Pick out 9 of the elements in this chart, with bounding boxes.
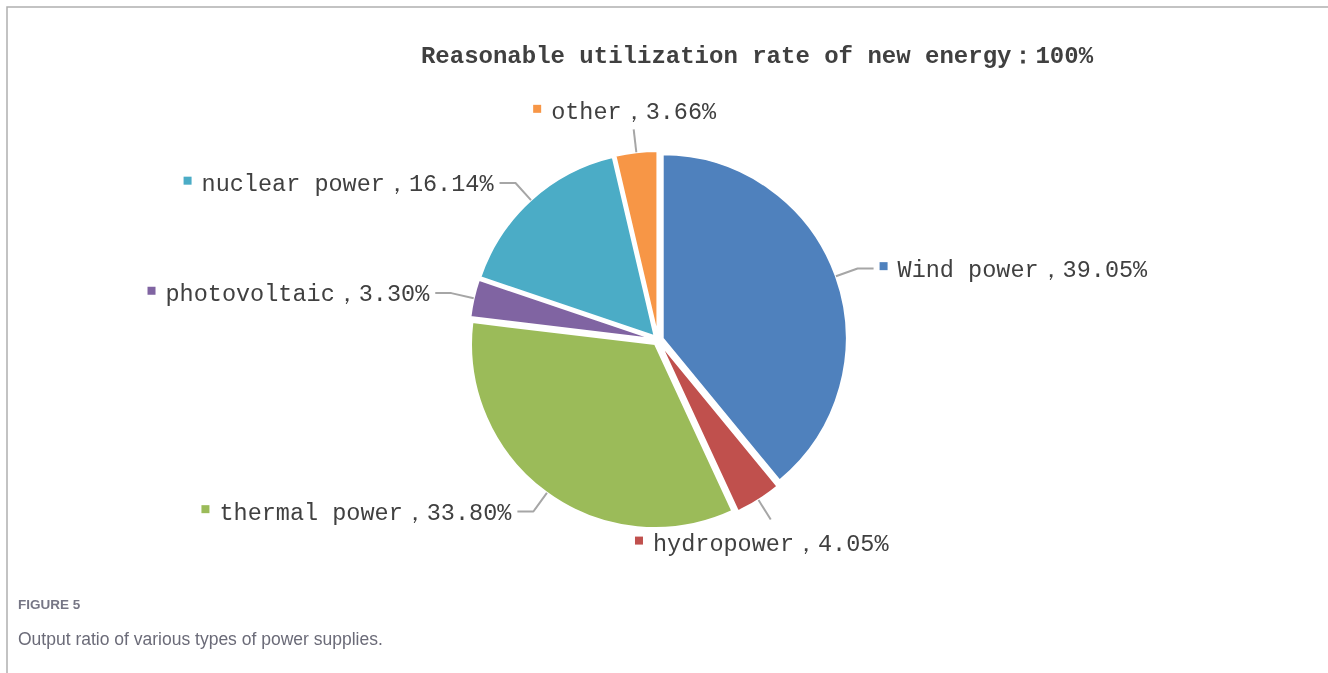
text: Output ratio of various types of power supplies. [18, 629, 383, 649]
legend-label: photovoltaic，3.30% [165, 281, 431, 309]
legend-label: nuclear power，16.14% [201, 171, 495, 199]
legend-label: other，3.66% [551, 99, 718, 127]
legend-label: Wind power，39.05% [897, 256, 1149, 284]
legend-label: hydropower，4.05% [652, 531, 890, 559]
legend-label: thermal power，33.80% [219, 499, 513, 527]
chart-title: Reasonable utilization rate of new energy：100% [420, 43, 1094, 70]
caption: FIGURE 5 [18, 597, 81, 612]
